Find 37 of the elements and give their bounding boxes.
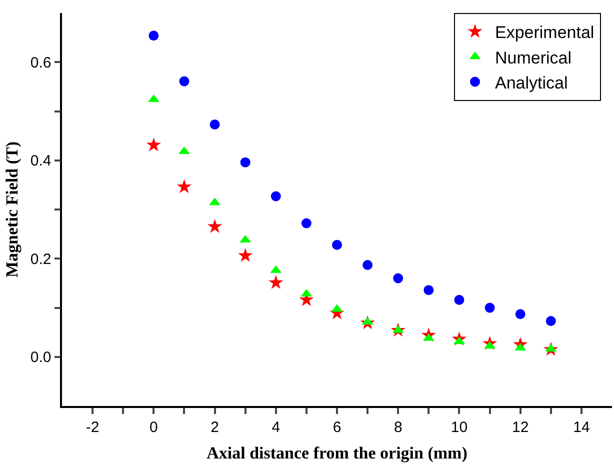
y-tick-label: 0.4 [30, 152, 52, 170]
point [176, 179, 192, 194]
x-tick-label: 12 [512, 418, 529, 436]
legend-label: Experimental [495, 23, 594, 42]
point [268, 275, 284, 289]
point [362, 260, 373, 270]
point [146, 137, 161, 152]
legend-label: Numerical [495, 48, 572, 68]
point [207, 218, 222, 233]
point [148, 30, 159, 41]
y-tick-label: 0.2 [30, 250, 52, 268]
x-tick-label: 4 [272, 418, 280, 436]
legend-label: Analytical [495, 73, 568, 92]
point [454, 294, 464, 305]
x-tick-label: -2 [86, 418, 100, 436]
point [240, 157, 250, 168]
x-tick-label: 6 [332, 418, 342, 436]
x-tick-label: 10 [450, 418, 468, 436]
point [393, 273, 404, 284]
y-axis-title: Magnetic Field (T) [2, 142, 22, 278]
point [484, 302, 495, 313]
point [515, 309, 526, 320]
point [301, 218, 312, 228]
point [210, 120, 220, 130]
y-tick-label: 0.6 [30, 54, 52, 72]
x-tick-label: 8 [394, 418, 402, 436]
point [238, 248, 253, 262]
point [424, 285, 434, 296]
point [270, 191, 281, 202]
x-tick-label: 14 [573, 418, 590, 436]
x-tick-label: 2 [210, 418, 219, 436]
y-tick-label: 0.0 [30, 349, 52, 366]
point [546, 316, 556, 326]
x-tick-label: 0 [150, 418, 158, 436]
point [179, 76, 190, 86]
x-axis-title: Axial distance from the origin (mm) [206, 444, 468, 463]
point [332, 240, 342, 250]
